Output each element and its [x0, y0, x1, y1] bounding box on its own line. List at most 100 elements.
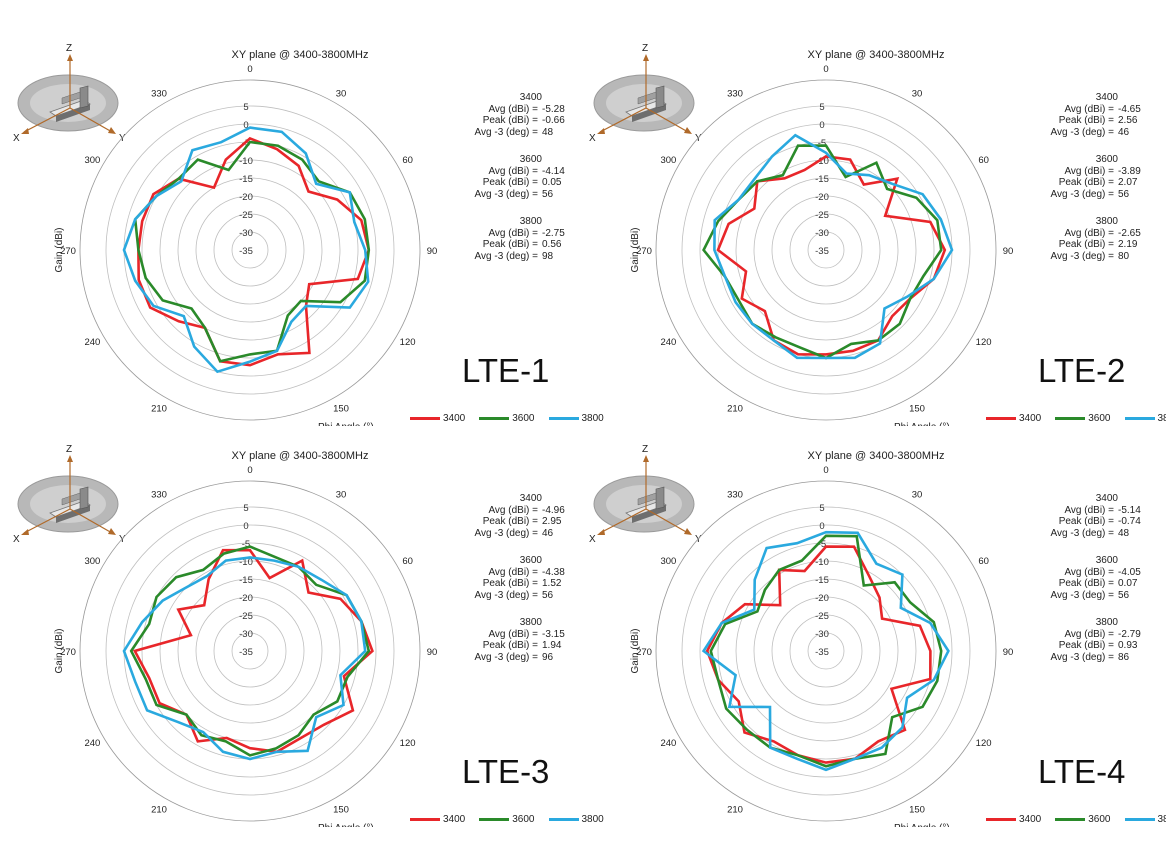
angle-tick-label: 30 — [336, 489, 347, 500]
angle-tick-label: 150 — [909, 404, 925, 415]
radial-tick-label: 0 — [819, 521, 824, 532]
radial-tick-label: 0 — [819, 120, 824, 131]
legend-label: 3600 — [512, 814, 535, 825]
legend-label: 3800 — [581, 814, 604, 825]
stats-key: Peak (dBi) = — [482, 115, 538, 126]
legend-swatch — [1124, 818, 1155, 821]
legend-label: 3800 — [1157, 814, 1166, 825]
gain-axis-label: Gain (dBi) — [630, 628, 641, 673]
angle-tick-label: 150 — [333, 404, 349, 415]
chart-title: XY plane @ 3400-3800MHz — [232, 49, 369, 61]
stats-key: Peak (dBi) = — [1058, 578, 1114, 589]
statistics-table: 3400 Avg (dBi) = -4.65 Peak (dBi) = 2.56 Avg … — [956, 92, 1156, 278]
stats-group: 3400 Avg (dBi) = -5.14 Peak (dBi) = -0.74 Avg… — [956, 493, 1156, 539]
stats-value: 2.95 — [542, 516, 562, 527]
stats-frequency: 3800 — [519, 617, 542, 628]
stats-group: 3400 Avg (dBi) = -5.28 Peak (dBi) = -0.66 Avg… — [380, 92, 580, 138]
stats-group: 3800 Avg (dBi) = -3.15 Peak (dBi) = 1.94 Avg … — [380, 617, 580, 663]
stats-key: Peak (dBi) = — [482, 177, 538, 188]
legend-item: 3400 — [410, 413, 465, 424]
legend-swatch — [479, 417, 510, 420]
angle-tick-label: 60 — [402, 556, 413, 567]
radial-tick-label: -25 — [815, 210, 829, 221]
series-3600 — [709, 534, 943, 768]
legend-item: 3800 — [1124, 814, 1166, 825]
series-3800 — [122, 126, 370, 374]
stats-value: 56 — [1118, 188, 1130, 200]
grid-ring — [159, 560, 341, 742]
legend-swatch — [410, 818, 440, 821]
grid-ring — [195, 195, 305, 305]
stats-frequency: 3400 — [519, 493, 542, 504]
angle-tick-label: 300 — [84, 155, 100, 166]
legend-label: 3600 — [512, 413, 535, 424]
legend-swatch — [479, 818, 510, 821]
stats-value: 0.07 — [1118, 578, 1138, 589]
stats-row-peak: Peak (dBi) = 0.05 — [380, 177, 580, 189]
stats-row-peak: Peak (dBi) = 2.19 — [956, 239, 1156, 251]
angle-tick-label: 300 — [84, 556, 100, 567]
y-axis-label: Y — [119, 133, 126, 144]
stats-frequency: 3800 — [1095, 617, 1118, 628]
panel-label: LTE-2 — [1038, 352, 1126, 389]
stats-value: -0.74 — [1118, 516, 1141, 527]
stats-key: Peak (dBi) = — [482, 578, 538, 589]
radial-tick-label: 5 — [243, 503, 248, 514]
grid-ring — [717, 542, 935, 760]
angle-tick-label: 240 — [660, 738, 676, 749]
angle-tick-label: 210 — [151, 805, 167, 816]
angle-tick-label: 90 — [427, 246, 438, 257]
radial-tick-label: -25 — [815, 611, 829, 622]
grid-ring — [213, 213, 287, 287]
angle-tick-label: 120 — [400, 337, 416, 348]
phi-axis-label: Phi Angle (°) — [894, 823, 950, 827]
grid-ring — [213, 614, 287, 688]
outer-ring — [79, 480, 421, 822]
legend-label: 3400 — [1019, 814, 1042, 825]
stats-value: 1.94 — [542, 640, 562, 651]
grid-ring — [681, 105, 971, 395]
stats-row-avg: Avg (dBi) = -5.28 — [380, 104, 580, 116]
stats-frequency: 3400 — [1095, 493, 1118, 504]
radial-tick-label: -10 — [815, 557, 829, 568]
stats-row-avg: Avg (dBi) = -4.65 — [956, 104, 1156, 116]
stats-row-avg3: Avg -3 (deg) = 56 — [380, 189, 580, 201]
legend-item: 3600 — [479, 814, 535, 825]
stats-key: Avg -3 (deg) = — [1050, 527, 1114, 539]
series-3800 — [701, 530, 950, 772]
angle-tick-label: 210 — [727, 805, 743, 816]
grid-ring — [771, 195, 881, 305]
angle-tick-label: 90 — [427, 647, 438, 658]
z-axis-label: Z — [66, 444, 72, 455]
series-line-3400 — [137, 136, 371, 367]
radial-tick-label: 0 — [243, 120, 248, 131]
radial-tick-label: -30 — [815, 228, 829, 239]
grid-ring — [105, 506, 395, 796]
stats-value: 46 — [542, 527, 554, 539]
stats-row-avg3: Avg -3 (deg) = 80 — [956, 251, 1156, 263]
radial-tick-label: 0 — [243, 521, 248, 532]
radial-tick-label: -20 — [239, 192, 253, 203]
angle-tick-label: 330 — [727, 489, 743, 500]
legend-swatch — [1124, 417, 1155, 420]
gain-axis-label: Gain (dBi) — [54, 227, 65, 272]
polar-chart-panel: Z X Y XY plane @ 3400-3800MHz 5 0 -5 -10 -15 -20 -… — [0, 401, 604, 827]
angle-tick-label: 90 — [1003, 246, 1014, 257]
stats-key: Avg -3 (deg) = — [474, 527, 538, 539]
stats-key: Peak (dBi) = — [1058, 640, 1114, 651]
x-axis-label: X — [589, 534, 596, 545]
legend: 3400 3600 3800 — [986, 814, 1166, 825]
polar-chart-svg: ZX YXY plane @ 3400-3800MHz50-5-10-15-20-… — [13, 43, 438, 426]
stats-value: 2.56 — [1118, 115, 1138, 126]
legend-label: 3400 — [1019, 413, 1042, 424]
stats-group: 3800 Avg (dBi) = -2.79 Peak (dBi) = 0.93 Avg … — [956, 617, 1156, 663]
angle-tick-label: 60 — [402, 155, 413, 166]
grid-ring — [789, 614, 863, 688]
grid-ring — [753, 578, 899, 724]
stats-frequency: 3600 — [1095, 555, 1118, 566]
stats-row-avg: Avg (dBi) = -2.65 — [956, 228, 1156, 240]
stats-value: 2.07 — [1118, 177, 1138, 188]
grid-ring — [231, 632, 269, 670]
stats-key: Peak (dBi) = — [482, 516, 538, 527]
angle-tick-label: 330 — [151, 88, 167, 99]
